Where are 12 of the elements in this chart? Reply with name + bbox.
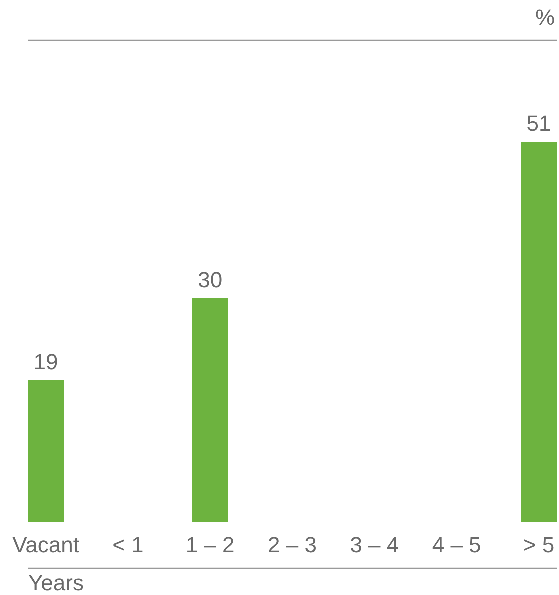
data-label: 19 xyxy=(34,349,58,374)
x-tick-label: 3 – 4 xyxy=(350,532,400,558)
x-axis-title: Years xyxy=(28,570,84,595)
data-label: 51 xyxy=(526,111,552,136)
x-tick-label: 4 – 5 xyxy=(432,532,482,558)
x-tick-label: 1 – 2 xyxy=(186,532,235,558)
text: % xyxy=(535,5,555,30)
x-tick-label: < 1 xyxy=(112,532,144,558)
data-label: 30 xyxy=(198,267,223,292)
x-tick-label: 2 – 3 xyxy=(268,532,317,558)
x-tick-label: > 5 xyxy=(523,532,555,558)
x-tick-label: Vacant xyxy=(12,532,80,558)
